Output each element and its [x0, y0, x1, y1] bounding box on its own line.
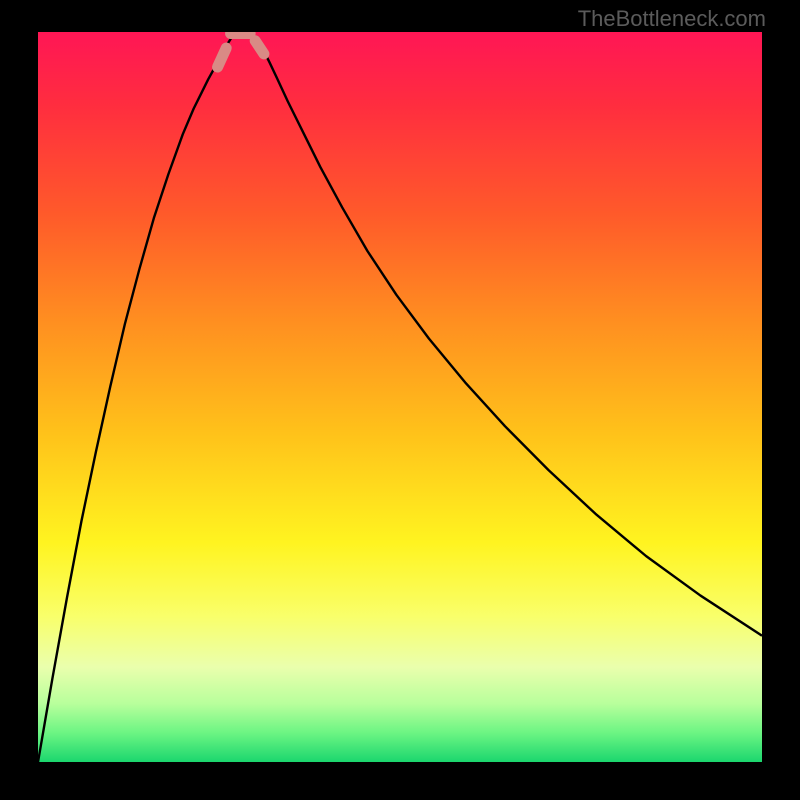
highlight-segment — [255, 41, 264, 54]
gradient-background — [38, 32, 762, 762]
bottleneck-chart — [38, 32, 762, 762]
watermark-text: TheBottleneck.com — [578, 6, 766, 32]
chart-frame: TheBottleneck.com — [0, 0, 800, 800]
